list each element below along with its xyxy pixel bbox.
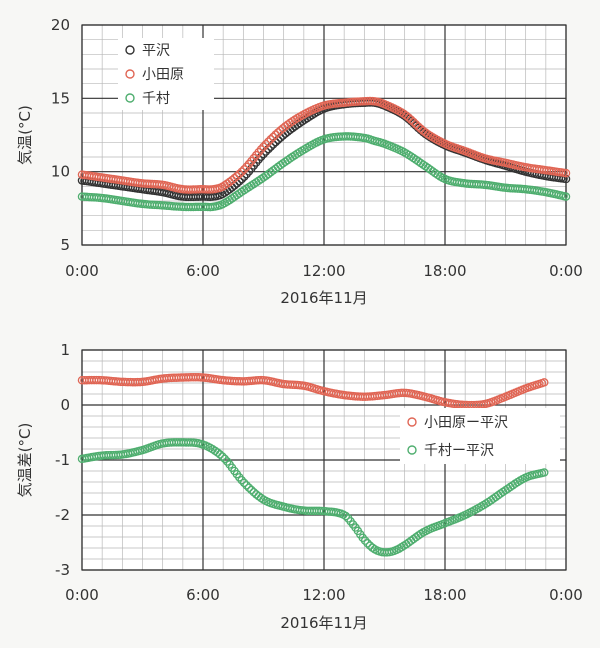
legend-label: 千村ー平沢 [424, 443, 494, 459]
data-point [406, 115, 416, 125]
data-point [230, 173, 239, 183]
data-point [402, 111, 411, 120]
y-axis-title: 気温差(°C) [16, 423, 34, 498]
legend-label: 小田原ー平沢 [424, 415, 508, 431]
data-point [360, 536, 370, 545]
y-tick-label: 1 [60, 341, 70, 359]
legend-marker [407, 417, 417, 427]
legend-marker [125, 93, 135, 103]
y-tick-label: -2 [55, 506, 70, 524]
data-point [341, 511, 351, 521]
data-point [539, 468, 549, 477]
y-tick-label: 10 [51, 163, 70, 181]
data-point [363, 539, 372, 548]
data-point [414, 122, 423, 131]
data-point [271, 130, 280, 139]
legend-marker [407, 445, 417, 455]
series-2 [77, 96, 571, 194]
data-point [561, 192, 571, 201]
data-point [244, 483, 254, 492]
y-tick-label: -3 [55, 561, 70, 579]
data-point [242, 162, 251, 172]
data-point [239, 478, 249, 488]
legend-label: 小田原 [142, 67, 184, 83]
x-tick-label: 18:00 [423, 262, 466, 280]
legend-marker [125, 69, 135, 79]
data-point [235, 169, 244, 179]
plot-border [81, 349, 567, 571]
data-point [404, 113, 413, 122]
data-point [266, 135, 276, 144]
y-tick-label: 5 [60, 236, 70, 254]
data-point [561, 168, 571, 178]
data-point [411, 120, 421, 129]
data-point [239, 165, 249, 174]
x-tick-label: 0:00 [65, 586, 99, 604]
chart-1: 5 10 15 20 0:00 6:00 12:00 18:00 0:00 2016年11月 気温(… [16, 16, 583, 307]
y-tick-label: 20 [51, 16, 70, 34]
data-point [215, 450, 225, 459]
x-tick-label: 6:00 [186, 586, 220, 604]
legend-label: 千村 [142, 91, 170, 107]
legend-label: 平沢 [142, 43, 170, 59]
legend-marker [125, 45, 135, 55]
x-axis-title: 2016年11月 [280, 289, 367, 307]
data-point [409, 117, 418, 127]
x-tick-label: 0:00 [65, 262, 99, 280]
data-point [259, 142, 268, 151]
data-point [273, 128, 283, 137]
chart-2: -3 -2 -1 0 1 0:00 6:00 12:00 18:00 0:00 2016年11月 気温… [16, 341, 583, 632]
legend-box [400, 408, 560, 464]
data-point [268, 132, 278, 142]
series-2 [77, 438, 549, 557]
data-point [237, 475, 246, 485]
data-point [242, 481, 251, 490]
y-axis-title: 気温(°C) [16, 105, 34, 165]
series-3 [77, 132, 571, 212]
x-tick-label: 0:00 [549, 262, 583, 280]
x-axis-title: 2016年11月 [280, 614, 367, 632]
y-tick-label: 15 [51, 89, 70, 107]
x-tick-label: 6:00 [186, 262, 220, 280]
x-tick-label: 18:00 [423, 586, 466, 604]
data-point [247, 485, 256, 495]
data-point [237, 167, 246, 177]
data-point [232, 171, 242, 181]
x-tick-label: 12:00 [302, 586, 345, 604]
data-point [261, 139, 271, 149]
x-tick-label: 0:00 [549, 586, 583, 604]
series-1 [77, 373, 549, 410]
data-point [218, 452, 227, 461]
data-point [220, 454, 230, 464]
data-point [256, 145, 266, 154]
y-tick-label: 0 [60, 396, 70, 414]
data-point [539, 378, 549, 387]
y-tick-label: -1 [55, 451, 70, 469]
data-point [264, 137, 273, 146]
x-tick-label: 12:00 [302, 262, 345, 280]
plot-border [81, 24, 567, 246]
